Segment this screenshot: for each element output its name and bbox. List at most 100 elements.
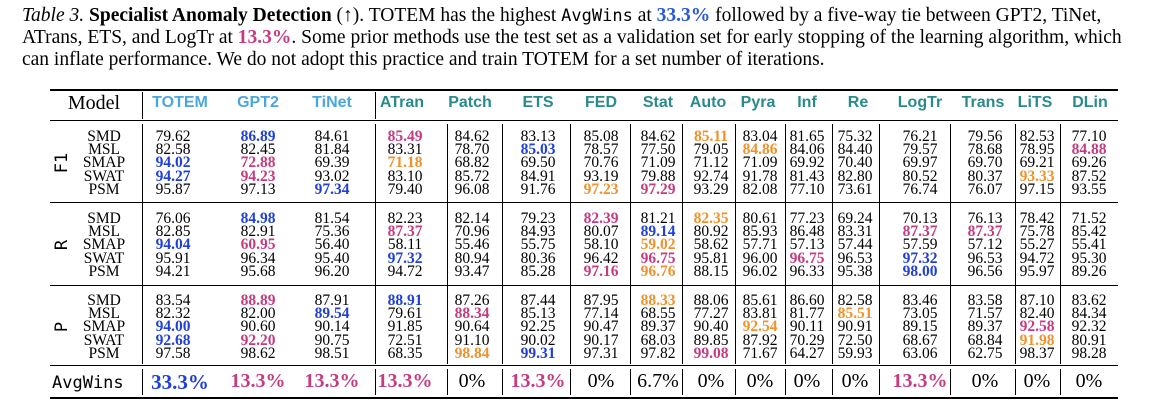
column-separator bbox=[502, 124, 504, 364]
table-cell: 90.60 bbox=[240, 318, 276, 336]
table-cell: 97.34 bbox=[314, 180, 350, 198]
table-cell: 80.94 bbox=[454, 249, 490, 267]
column-separator bbox=[142, 369, 144, 395]
table-cell: 92.74 bbox=[693, 167, 729, 185]
table-cell: 81.21 bbox=[640, 210, 676, 227]
table-cell: 94.72 bbox=[1019, 249, 1055, 267]
avgwins-cell: 13.3% bbox=[510, 370, 566, 392]
avgwins-cell: 13.3% bbox=[377, 370, 433, 392]
column-separator bbox=[1015, 124, 1017, 364]
column-header: Trans bbox=[961, 94, 1005, 111]
table-cell: 94.72 bbox=[387, 262, 423, 280]
caption-text-2: at bbox=[632, 5, 657, 26]
table-cell: 82.45 bbox=[240, 141, 276, 159]
table-cell: 77.14 bbox=[583, 305, 619, 323]
table-cell: 56.40 bbox=[314, 236, 350, 254]
table-cell: 82.40 bbox=[1019, 305, 1055, 323]
table-cell: 93.33 bbox=[1019, 167, 1055, 185]
avgwins-cell: 0% bbox=[587, 370, 615, 392]
column-separator bbox=[832, 124, 834, 364]
table-cell: 71.09 bbox=[640, 154, 676, 172]
table-cell: 90.75 bbox=[314, 331, 350, 349]
table-cell: 91.10 bbox=[454, 331, 490, 349]
table-cell: 83.04 bbox=[742, 128, 778, 145]
table-cell: 90.14 bbox=[314, 318, 350, 336]
table-cell: 81.77 bbox=[789, 305, 825, 323]
block-rule bbox=[50, 285, 1118, 286]
table-cell: 96.42 bbox=[583, 249, 619, 267]
table-cell: 85.42 bbox=[1071, 223, 1107, 241]
table-cell: 98.51 bbox=[314, 344, 350, 362]
table-cell: 75.78 bbox=[1019, 223, 1055, 241]
table-cell: 96.33 bbox=[789, 262, 825, 280]
table-cell: 83.13 bbox=[520, 128, 556, 145]
table-cell: 80.61 bbox=[742, 210, 778, 227]
table-cell: 96.75 bbox=[789, 249, 825, 267]
table-cell: 95.30 bbox=[1071, 249, 1107, 267]
table-cell: 87.44 bbox=[520, 292, 556, 309]
table-cell: 81.65 bbox=[789, 128, 825, 145]
table-cell: 82.08 bbox=[742, 180, 778, 198]
column-separator bbox=[502, 369, 504, 395]
table-cell: 71.52 bbox=[1071, 210, 1107, 227]
table-cell: 78.95 bbox=[1019, 141, 1055, 159]
table-cell: 85.13 bbox=[520, 305, 556, 323]
table-cell: 82.80 bbox=[837, 167, 873, 185]
table-cell: 85.03 bbox=[520, 141, 556, 159]
dataset-label: SMD bbox=[87, 292, 121, 309]
table-cell: 57.59 bbox=[902, 236, 938, 254]
table-cell: 71.18 bbox=[387, 154, 423, 172]
table-cell: 92.58 bbox=[1019, 318, 1055, 336]
table-cell: 89.37 bbox=[640, 318, 676, 336]
table-cell: 68.35 bbox=[387, 344, 423, 362]
table-cell: 84.98 bbox=[240, 210, 276, 227]
table-cell: 80.36 bbox=[520, 249, 556, 267]
table-cell: 91.85 bbox=[387, 318, 423, 336]
table-cell: 70.13 bbox=[902, 210, 938, 227]
table-cell: 96.76 bbox=[640, 262, 676, 280]
table-cell: 63.06 bbox=[902, 344, 938, 362]
table-cell: 89.54 bbox=[314, 305, 350, 323]
table-title: Specialist Anomaly Detection bbox=[89, 5, 332, 26]
table-cell: 57.12 bbox=[967, 236, 1003, 254]
table-cell: 85.49 bbox=[387, 128, 423, 145]
table-cell: 82.85 bbox=[155, 223, 191, 241]
table-cell: 86.89 bbox=[240, 128, 276, 145]
table-cell: 98.37 bbox=[1019, 344, 1055, 362]
column-header: ETS bbox=[522, 94, 554, 111]
table-cell: 80.37 bbox=[967, 167, 1003, 185]
table-cell: 97.13 bbox=[240, 180, 276, 198]
table-cell: 97.15 bbox=[1019, 180, 1055, 198]
table-cell: 69.97 bbox=[902, 154, 938, 172]
table-cell: 83.31 bbox=[387, 141, 423, 159]
dataset-label: PSM bbox=[88, 262, 120, 280]
caption-value-1: 33.3% bbox=[656, 5, 711, 26]
table-cell: 69.24 bbox=[837, 210, 873, 227]
direction-arrow: (↑). bbox=[336, 5, 365, 26]
column-header: TiNet bbox=[312, 94, 352, 111]
avgwins-cell: 0% bbox=[971, 370, 999, 392]
table-cell: 92.25 bbox=[520, 318, 556, 336]
table-cell: 72.51 bbox=[387, 331, 423, 349]
avgwins-cell: 33.3% bbox=[151, 370, 209, 394]
table-cell: 97.29 bbox=[640, 180, 676, 198]
table-cell: 84.06 bbox=[789, 141, 825, 159]
column-separator bbox=[735, 124, 737, 364]
table-cell: 60.95 bbox=[240, 236, 276, 254]
table-cell: 96.56 bbox=[967, 262, 1003, 280]
table-cell: 89.15 bbox=[902, 318, 938, 336]
model-header: Model bbox=[67, 92, 121, 114]
table-cell: 62.75 bbox=[967, 344, 1003, 362]
dataset-label: SMAP bbox=[82, 154, 126, 172]
table-cell: 96.08 bbox=[454, 180, 490, 198]
table-cell: 69.26 bbox=[1071, 154, 1107, 172]
table-cell: 68.84 bbox=[967, 331, 1003, 349]
table-cell: 82.14 bbox=[454, 210, 490, 227]
dataset-label: SMD bbox=[87, 128, 121, 145]
table-cell: 92.68 bbox=[155, 331, 191, 349]
table-cell: 95.91 bbox=[155, 249, 191, 267]
table-cell: 99.31 bbox=[520, 344, 556, 362]
table-cell: 86.48 bbox=[789, 223, 825, 241]
table-cell: 70.76 bbox=[583, 154, 619, 172]
table-cell: 95.87 bbox=[155, 180, 191, 198]
